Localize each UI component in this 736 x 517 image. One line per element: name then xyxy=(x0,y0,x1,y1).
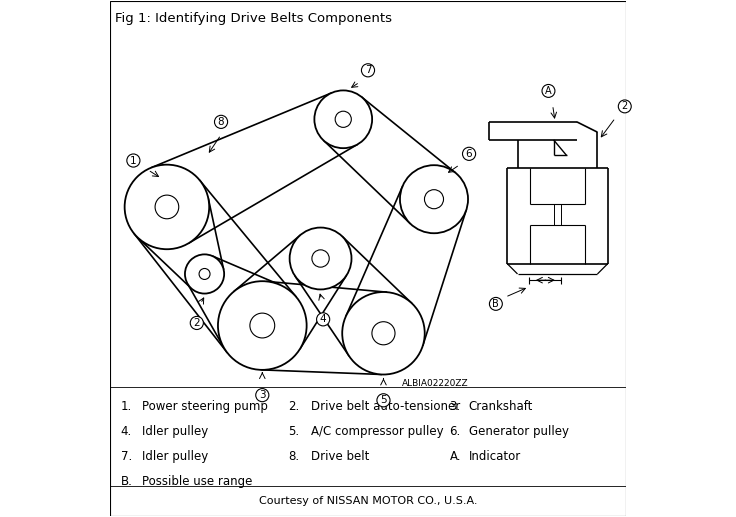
Text: 7: 7 xyxy=(364,65,372,75)
Text: Idler pulley: Idler pulley xyxy=(142,450,208,463)
Text: Courtesy of NISSAN MOTOR CO., U.S.A.: Courtesy of NISSAN MOTOR CO., U.S.A. xyxy=(259,496,477,506)
Text: Possible use range: Possible use range xyxy=(142,475,252,488)
Text: 3: 3 xyxy=(259,390,266,400)
Text: Generator pulley: Generator pulley xyxy=(469,425,568,438)
Text: 2.: 2. xyxy=(288,400,300,413)
Text: ALBIA02220ZZ: ALBIA02220ZZ xyxy=(402,378,469,388)
Text: Fig 1: Identifying Drive Belts Components: Fig 1: Identifying Drive Belts Component… xyxy=(116,12,392,25)
Text: Drive belt auto-tensioner: Drive belt auto-tensioner xyxy=(311,400,461,413)
Text: 6.: 6. xyxy=(450,425,461,438)
Text: 6: 6 xyxy=(466,149,473,159)
Text: A/C compressor pulley: A/C compressor pulley xyxy=(311,425,444,438)
Circle shape xyxy=(124,164,209,249)
Text: 3.: 3. xyxy=(450,400,461,413)
Circle shape xyxy=(218,281,307,370)
Text: 2: 2 xyxy=(194,318,200,328)
Text: Indicator: Indicator xyxy=(469,450,521,463)
Circle shape xyxy=(314,90,372,148)
Text: 5: 5 xyxy=(381,396,387,405)
Circle shape xyxy=(400,165,468,233)
Text: Drive belt: Drive belt xyxy=(311,450,369,463)
Text: Crankshaft: Crankshaft xyxy=(469,400,533,413)
Text: B: B xyxy=(492,299,499,309)
Text: 1: 1 xyxy=(130,156,137,165)
Text: 4: 4 xyxy=(320,314,327,324)
Text: A.: A. xyxy=(450,450,461,463)
Text: Idler pulley: Idler pulley xyxy=(142,425,208,438)
Text: Power steering pump: Power steering pump xyxy=(142,400,268,413)
Text: A: A xyxy=(545,86,552,96)
Text: 2: 2 xyxy=(622,101,628,111)
Text: 7.: 7. xyxy=(121,450,132,463)
Circle shape xyxy=(290,227,352,290)
Circle shape xyxy=(185,254,224,294)
Text: 5.: 5. xyxy=(288,425,300,438)
Text: 8.: 8. xyxy=(288,450,300,463)
Text: 4.: 4. xyxy=(121,425,132,438)
Circle shape xyxy=(342,292,425,374)
Text: B.: B. xyxy=(121,475,132,488)
Text: 8: 8 xyxy=(218,117,224,127)
Text: 1.: 1. xyxy=(121,400,132,413)
